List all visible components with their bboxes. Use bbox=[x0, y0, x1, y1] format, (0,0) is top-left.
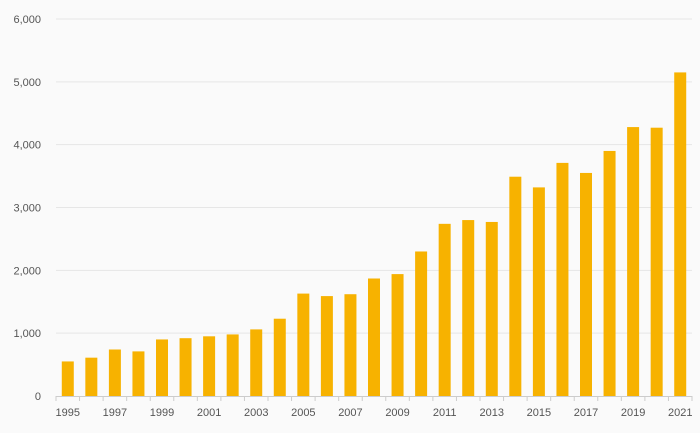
x-tick-label: 1995 bbox=[56, 407, 80, 419]
x-tick-label: 2009 bbox=[385, 407, 409, 419]
y-tick-label: 4,000 bbox=[13, 140, 41, 152]
x-tick-label: 1999 bbox=[150, 407, 174, 419]
bar-1999 bbox=[156, 339, 168, 396]
bar-2019 bbox=[627, 127, 640, 396]
bars bbox=[61, 72, 687, 397]
bar-2003 bbox=[250, 329, 263, 396]
x-axis: 1995 1997 1999 2001 2003 2005 2007 2009 2011 2013… bbox=[55, 396, 693, 419]
x-tick-label: 2017 bbox=[574, 407, 598, 419]
x-tick-label: 2015 bbox=[527, 407, 551, 419]
y-tick-label: 6,000 bbox=[13, 14, 41, 26]
x-tick-label: 2019 bbox=[621, 407, 645, 419]
y-tick-label: 3,000 bbox=[13, 203, 41, 215]
bar-2020 bbox=[650, 127, 663, 397]
y-tick-label: 1,000 bbox=[13, 328, 41, 340]
bar-2015 bbox=[532, 187, 545, 396]
bar-2008 bbox=[368, 278, 380, 396]
x-tick-label: 2001 bbox=[197, 407, 221, 419]
y-tick-label: 5,000 bbox=[13, 77, 41, 89]
bar-2013 bbox=[485, 221, 498, 396]
bar-2021 bbox=[674, 72, 687, 397]
bar-2007 bbox=[344, 294, 357, 396]
x-tick-label: 2005 bbox=[291, 407, 315, 419]
bar-2005 bbox=[297, 293, 310, 396]
bar-1995 bbox=[61, 361, 74, 396]
bar-2011 bbox=[438, 223, 451, 396]
bar-2009 bbox=[391, 274, 404, 396]
bar-2017 bbox=[580, 172, 592, 396]
bar-2002 bbox=[226, 334, 239, 396]
x-tick-label: 2021 bbox=[668, 407, 692, 419]
x-tick-label: 2013 bbox=[480, 407, 504, 419]
bar-1996 bbox=[85, 357, 98, 396]
bar-2014 bbox=[509, 176, 522, 396]
x-tick-label: 2007 bbox=[338, 407, 362, 419]
x-tick-label: 2011 bbox=[433, 407, 457, 419]
bar-2016 bbox=[556, 162, 569, 396]
bar-1998 bbox=[132, 351, 145, 396]
x-tick-label: 1997 bbox=[103, 407, 127, 419]
y-tick-label: 2,000 bbox=[13, 265, 41, 277]
bar-1997 bbox=[108, 349, 121, 396]
bar-2010 bbox=[415, 251, 428, 396]
y-axis-labels: 0 1,000 2,000 3,000 4,000 5,000 6,000 bbox=[13, 14, 41, 403]
bar-2018 bbox=[603, 150, 616, 396]
bar-2004 bbox=[273, 318, 286, 396]
bar-2001 bbox=[203, 336, 216, 396]
bar-2000 bbox=[179, 338, 192, 396]
y-tick-label: 0 bbox=[35, 391, 41, 403]
bar-2006 bbox=[320, 296, 333, 396]
bar-2012 bbox=[462, 220, 475, 396]
x-tick-label: 2003 bbox=[244, 407, 268, 419]
